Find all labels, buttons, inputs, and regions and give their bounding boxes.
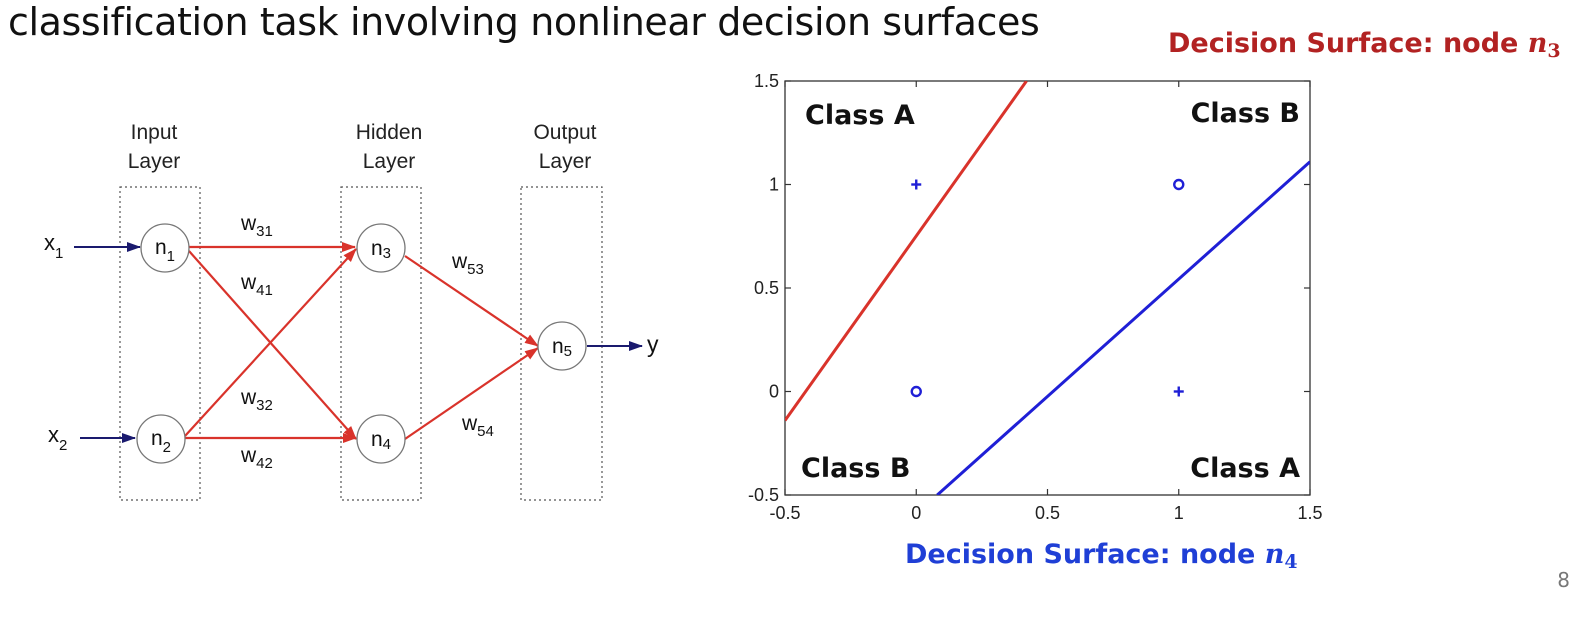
w41-label: w41	[240, 271, 273, 299]
x-tick-label: 1.5	[1297, 503, 1322, 523]
w53-label: w53	[451, 250, 484, 278]
axis-ticks: -0.5 0 0.5 1 1.5 -0.5 0 0.5 1 1.5	[748, 71, 1323, 523]
x-tick-label: 1	[1174, 503, 1184, 523]
page-number: 8	[1557, 568, 1570, 592]
slide-title: classification task involving nonlinear …	[8, 0, 1040, 44]
node-n2: n2	[136, 414, 186, 464]
x-tick-label: -0.5	[769, 503, 800, 523]
svg-text:n1: n1	[155, 236, 175, 265]
svg-text:n3: n3	[371, 237, 391, 262]
input-layer-label-line2: Layer	[128, 150, 181, 173]
x-tick-label: 0	[911, 503, 921, 523]
w41-arrow	[188, 250, 357, 440]
node-n1: n1	[140, 223, 190, 273]
y-tick-label: 1.5	[754, 71, 779, 91]
w54-label: w54	[461, 412, 494, 440]
x2-label: x2	[48, 422, 67, 454]
w31-label: w31	[240, 212, 273, 240]
y-tick-label: -0.5	[748, 485, 779, 505]
node-n5: n5	[537, 321, 587, 371]
decision-line-n3	[785, 81, 1028, 422]
data-points	[910, 178, 1185, 398]
y-tick-label: 0.5	[754, 278, 779, 298]
w53-arrow	[404, 255, 539, 347]
y-tick-label: 0	[769, 382, 779, 402]
circle-marker	[910, 385, 922, 398]
y-tick-label: 1	[769, 175, 779, 195]
caption-top: Decision Surface: node n3	[1168, 28, 1561, 62]
decision-lines	[785, 81, 1310, 495]
hidden-layer-box	[340, 186, 422, 501]
svg-text:n5: n5	[552, 335, 572, 360]
output-layer-label-line1: Output	[533, 121, 596, 144]
plot-frame	[784, 80, 1311, 496]
hidden-layer-label-line1: Hidden	[356, 121, 423, 144]
hidden-layer-label-line2: Layer	[363, 150, 416, 173]
svg-text:n2: n2	[151, 427, 171, 456]
region-label-bottom-left: Class B	[801, 453, 910, 484]
output-layer-box	[520, 186, 603, 501]
w42-label: w42	[240, 444, 273, 472]
region-label-bottom-right: Class A	[1190, 453, 1300, 484]
x-tick-label: 0.5	[1035, 503, 1060, 523]
decision-surface-plot: Decision Surface: node n3 -0.5 0 0.5 1 1.5-0…	[748, 28, 1561, 573]
y-label: y	[647, 331, 659, 357]
w54-arrow	[404, 347, 539, 440]
w32-arrow	[184, 248, 357, 437]
plus-marker	[1173, 386, 1184, 397]
svg-text:n4: n4	[371, 428, 391, 453]
caption-bottom: Decision Surface: node n4	[905, 539, 1298, 573]
input-layer-label-line1: Input	[131, 121, 178, 144]
decision-line-n4	[936, 160, 1310, 495]
region-label-top-right: Class B	[1191, 98, 1300, 129]
plus-marker	[911, 179, 922, 190]
network-diagram: Input Layer Hidden Layer Output Layer x1…	[44, 121, 659, 501]
input-layer-box	[119, 186, 201, 501]
output-layer-label-line2: Layer	[539, 150, 592, 173]
region-label-top-left: Class A	[805, 100, 915, 131]
x1-label: x1	[44, 230, 63, 262]
w32-label: w32	[240, 386, 273, 414]
circle-marker	[1173, 178, 1185, 191]
node-n3: n3	[356, 223, 406, 273]
node-n4: n4	[356, 414, 406, 464]
